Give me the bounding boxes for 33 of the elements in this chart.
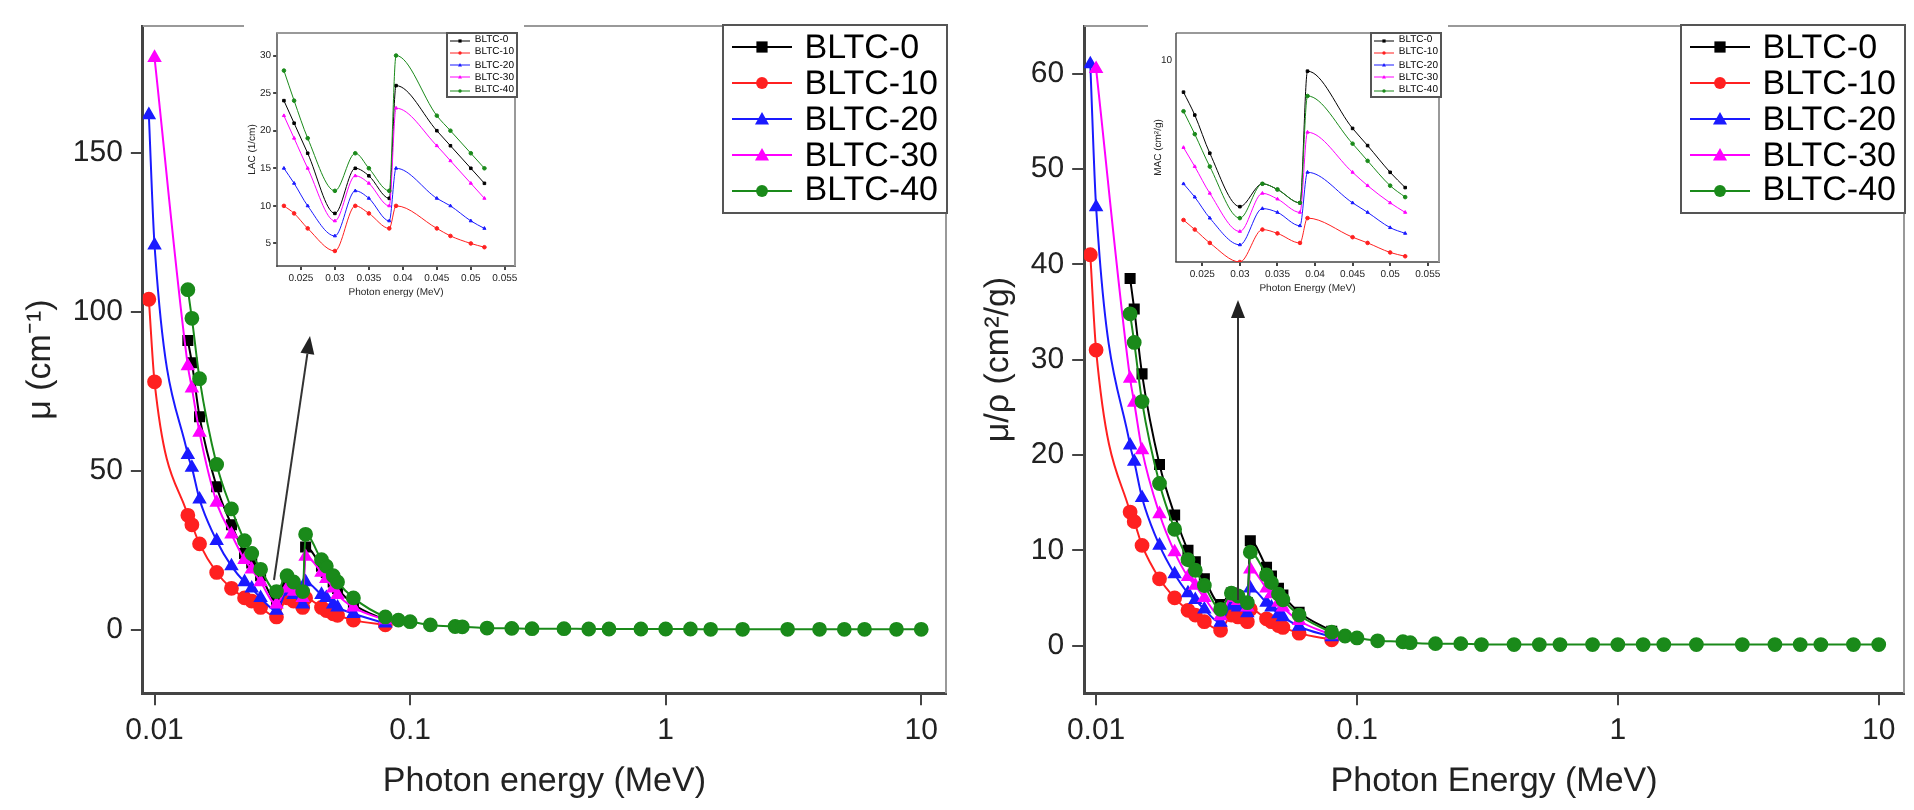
x-tick-label: 0.1 <box>1336 713 1378 748</box>
legend-label: BLTC-30 <box>804 135 938 174</box>
y-tick-label: 50 <box>1030 151 1065 186</box>
x-tick-label: 1 <box>657 713 675 748</box>
y-tick-label: 0 <box>1047 627 1065 662</box>
x-tick-label: 10 <box>1862 713 1896 748</box>
legend-label: BLTC-10 <box>1762 63 1896 102</box>
legend-label: BLTC-10 <box>804 63 938 102</box>
y-tick-label: 60 <box>1030 55 1065 90</box>
y-tick-label: 100 <box>72 294 123 329</box>
legend-label: BLTC-0 <box>1762 28 1878 66</box>
legend-label: BLTC-0 <box>804 28 920 66</box>
x-tick-label: 10 <box>904 713 938 748</box>
y-tick-label: 50 <box>89 453 123 488</box>
legend-label: BLTC-30 <box>1762 135 1896 174</box>
y-tick-label: 20 <box>1030 437 1065 472</box>
y-tick-label: 30 <box>1030 341 1065 376</box>
y-axis-title: μ (cm⁻¹) <box>19 299 58 420</box>
y-tick-label: 10 <box>1030 532 1065 567</box>
y-axis-title: μ/ρ (cm²/g) <box>977 276 1016 443</box>
x-tick-label: 0.01 <box>1066 713 1126 748</box>
x-tick-label: 1 <box>1609 713 1627 748</box>
x-axis-title: Photon Energy (MeV) <box>1330 760 1658 799</box>
legend-label: BLTC-20 <box>1762 99 1896 138</box>
legend-label: BLTC-40 <box>804 170 938 209</box>
y-tick-label: 150 <box>72 135 123 170</box>
legend-label: BLTC-20 <box>804 99 938 138</box>
x-axis-title: Photon energy (MeV) <box>382 760 707 799</box>
y-tick-label: 40 <box>1030 246 1065 281</box>
x-tick-label: 0.01 <box>125 713 184 748</box>
y-tick-label: 0 <box>106 611 123 646</box>
legend-label: BLTC-40 <box>1762 170 1896 209</box>
x-tick-label: 0.1 <box>389 713 431 748</box>
